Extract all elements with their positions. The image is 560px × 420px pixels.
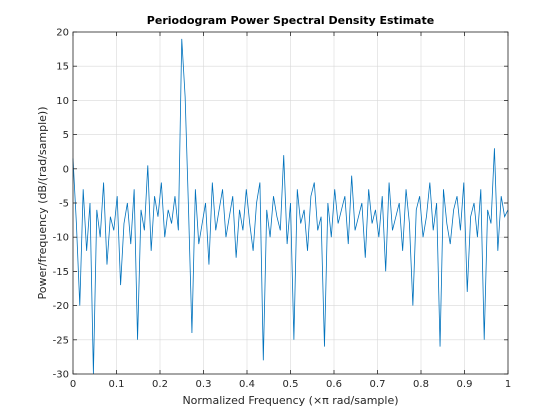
x-tick-label: 0.9 bbox=[457, 379, 473, 390]
axis-ticks: 0 0.1 0.2 0.3 0.4 0.5 0.6 0.7 0.8 0.9 1 20 15 10 5 0 -5 -… bbox=[53, 28, 512, 391]
y-tick-label: -30 bbox=[53, 370, 69, 381]
x-tick-label: 0.1 bbox=[109, 379, 125, 390]
chart-title: Periodogram Power Spectral Density Estim… bbox=[147, 14, 434, 27]
y-tick-label: 10 bbox=[56, 96, 69, 107]
x-tick-label: 0.3 bbox=[196, 379, 212, 390]
y-tick-label: 0 bbox=[63, 164, 69, 175]
x-tick-label: 0.2 bbox=[152, 379, 168, 390]
y-tick-label: -20 bbox=[53, 301, 69, 312]
y-tick-label: -10 bbox=[53, 233, 69, 244]
x-tick-label: 0.6 bbox=[326, 379, 342, 390]
y-tick-label: 15 bbox=[56, 62, 69, 73]
x-tick-label: 1 bbox=[505, 379, 511, 390]
y-tick-label: 5 bbox=[63, 130, 69, 141]
x-tick-label: 0.8 bbox=[413, 379, 429, 390]
y-tick-label: -15 bbox=[53, 267, 69, 278]
y-tick-label: 20 bbox=[56, 28, 69, 39]
x-tick-label: 0.4 bbox=[239, 379, 255, 390]
x-tick-label: 0.7 bbox=[370, 379, 386, 390]
x-axis-label: Normalized Frequency (×π rad/sample) bbox=[182, 394, 398, 407]
x-tick-label: 0 bbox=[70, 379, 76, 390]
x-tick-label: 0.5 bbox=[283, 379, 299, 390]
y-tick-label: -5 bbox=[59, 199, 69, 210]
y-axis-label: Power/frequency (dB/(rad/sample)) bbox=[36, 107, 49, 300]
psd-series-line bbox=[72, 38, 509, 375]
y-tick-label: -25 bbox=[53, 335, 69, 346]
